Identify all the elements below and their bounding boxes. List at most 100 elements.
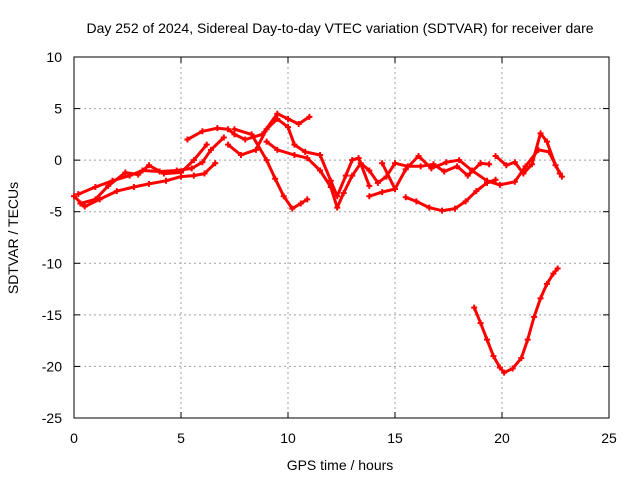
data-point-marker (274, 110, 281, 117)
data-point-marker (130, 183, 137, 190)
data-point-marker (302, 148, 309, 155)
data-point-marker (190, 172, 197, 179)
data-point-marker (340, 190, 347, 197)
data-point-marker (366, 167, 373, 174)
series-track-3 (77, 141, 210, 207)
series-track-12 (471, 265, 561, 376)
data-point-marker (291, 151, 298, 158)
data-point-marker (349, 172, 356, 179)
data-point-marker (135, 171, 142, 178)
data-point-marker (92, 196, 99, 203)
data-point-marker (473, 188, 480, 195)
data-point-marker (163, 177, 170, 184)
series-track-11 (492, 130, 565, 180)
data-point-marker (334, 204, 341, 211)
data-point-marker (285, 115, 291, 122)
data-point-marker (366, 193, 373, 200)
data-point-marker (402, 166, 409, 173)
data-point-marker (552, 162, 559, 169)
data-point-marker (501, 369, 508, 376)
data-point-marker (537, 130, 544, 137)
data-point-marker (285, 124, 291, 131)
series-line (404, 178, 498, 213)
data-point-marker (77, 200, 84, 207)
data-point-marker (477, 320, 484, 327)
series-track-4 (184, 110, 313, 143)
data-point-marker (306, 113, 313, 120)
data-point-marker (366, 182, 373, 189)
data-point-marker (415, 153, 422, 160)
data-point-marker (242, 136, 249, 143)
y-axis-label: SDTVAR / TECUs (5, 182, 21, 294)
y-tick-label: -5 (50, 204, 63, 220)
data-point-marker (248, 131, 255, 138)
x-tick-label: 5 (177, 430, 185, 446)
data-point-marker (469, 167, 476, 174)
data-point-marker (75, 191, 82, 198)
data-point-marker (317, 167, 324, 174)
y-tick-label: -15 (42, 307, 62, 323)
data-point-marker (184, 136, 191, 143)
data-point-marker (280, 193, 287, 200)
data-point-marker (145, 180, 152, 187)
data-point-marker (443, 159, 450, 166)
data-point-marker (317, 151, 324, 158)
data-point-marker (511, 178, 518, 185)
data-point-marker (274, 115, 281, 122)
data-point-marker (454, 163, 461, 170)
data-point-marker (520, 170, 527, 177)
plot-frame (73, 56, 610, 419)
data-point-marker (263, 157, 270, 164)
data-point-marker (71, 193, 77, 200)
data-point-marker (231, 131, 238, 138)
series-track-6 (231, 126, 311, 212)
data-point-marker (297, 200, 304, 207)
data-point-marker (252, 146, 259, 153)
data-point-marker (462, 198, 469, 205)
data-point-marker (199, 128, 206, 135)
data-point-marker (225, 126, 232, 133)
data-point-marker (214, 125, 221, 132)
data-point-marker (511, 159, 518, 166)
data-point-marker (402, 194, 409, 201)
data-point-marker (122, 169, 129, 176)
data-point-marker (392, 160, 398, 167)
data-point-marker (451, 205, 458, 212)
data-point-marker (503, 162, 510, 169)
data-point-marker (92, 183, 99, 190)
y-tick-label: 0 (54, 152, 62, 168)
data-point-marker (289, 205, 296, 212)
data-point-marker (528, 161, 535, 168)
data-point-marker (105, 182, 112, 189)
axis-ticks: 0 5 10 15 20 25 -25 -20 -15 -10 -5 0 5 10 (42, 49, 617, 446)
data-point-marker (496, 364, 503, 371)
data-point-marker (477, 160, 484, 167)
data-point-marker (537, 295, 544, 302)
data-point-marker (188, 165, 195, 172)
data-point-marker (212, 160, 219, 167)
data-point-marker (509, 365, 516, 372)
data-point-marker (274, 146, 281, 153)
data-point-marker (327, 177, 334, 184)
data-point-marker (379, 189, 386, 196)
data-point-marker (426, 204, 433, 211)
data-point-marker (484, 179, 491, 186)
data-point-marker (558, 173, 565, 180)
data-series (71, 110, 565, 376)
data-point-marker (272, 175, 279, 182)
data-point-marker (327, 183, 334, 190)
series-track-5 (225, 115, 373, 200)
data-point-marker (225, 141, 232, 148)
series-line (78, 143, 209, 205)
data-point-marker (379, 160, 386, 167)
data-point-marker (357, 160, 364, 167)
series-line (472, 266, 560, 375)
data-point-marker (342, 172, 349, 179)
data-point-marker (441, 168, 448, 175)
x-tick-label: 10 (280, 430, 296, 446)
y-tick-label: -10 (42, 255, 62, 271)
x-tick-label: 15 (387, 430, 403, 446)
data-point-marker (113, 188, 120, 195)
data-point-marker (439, 207, 446, 214)
x-axis-label: GPS time / hours (287, 457, 394, 473)
